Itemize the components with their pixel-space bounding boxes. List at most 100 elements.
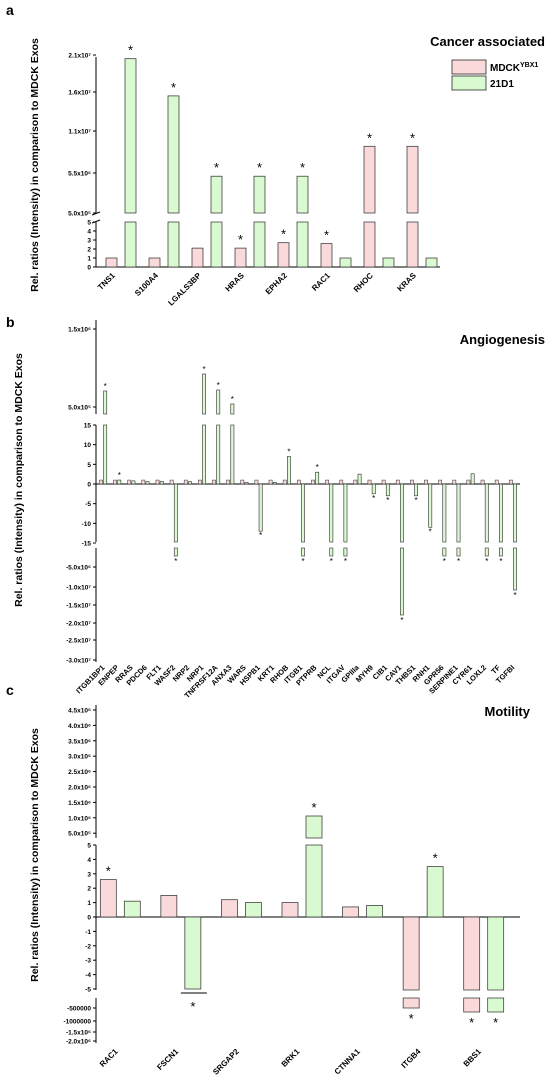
- panel-b-bar-ref: [438, 479, 443, 485]
- panel-b-bar: [258, 483, 263, 532]
- legend: MDCKYBX1 21D1: [451, 59, 538, 91]
- panel-b-bar: [173, 547, 178, 557]
- panel-a-bar: [210, 175, 223, 214]
- panel-b-bar-mid: [498, 483, 503, 543]
- panel-c-ytick-upper-label: 1.0x10⁶: [68, 815, 91, 822]
- panel-c-ytick-upper-label: 3.5x10⁶: [68, 738, 91, 745]
- panel-b-bar: [202, 373, 207, 415]
- panel-a-bar: [406, 145, 419, 214]
- panel-a-ytick-upper-label: 2.1x10⁷: [68, 53, 91, 60]
- panel-c-star: *: [409, 1011, 414, 1026]
- panel-b-bar: [272, 482, 277, 485]
- panel-b-bar-mid: [456, 483, 461, 543]
- panel-c-ytick-upper-label: 2.0x10⁶: [68, 785, 91, 792]
- panel-b-star: *: [118, 471, 121, 480]
- panel-c-ytick-upper-label: 5.0x10⁵: [68, 831, 91, 838]
- panel-b-bar-ref: [212, 479, 216, 485]
- panel-b-bar-ref: [282, 479, 287, 485]
- panel-b-bar-ref: [466, 479, 471, 485]
- panel-b-star: *: [344, 557, 347, 566]
- panel-b-bar-ref: [254, 479, 259, 485]
- panel-a-ytick-upper-label: 5.0x10⁵: [68, 211, 91, 218]
- panel-b-bar-ref: [198, 479, 202, 485]
- panel-b-title: Angiogenesis: [460, 332, 545, 347]
- panel-b-bar-ref: [494, 479, 499, 485]
- panel-c-ytick-mid-label: 2: [87, 886, 91, 893]
- panel-b-bar: [244, 482, 249, 485]
- panel-a-star: *: [257, 160, 262, 175]
- panel-a-bar: [382, 257, 395, 268]
- panel-a-ytick-lower-label: 0: [87, 265, 91, 272]
- panel-c-category: FSCN1: [155, 1047, 180, 1072]
- panel-b-star: *: [231, 395, 234, 404]
- panel-c-star: *: [493, 1015, 498, 1030]
- panel-a-bar: [339, 257, 352, 268]
- panel-c-star: *: [469, 1015, 474, 1030]
- panel-a-bar: [167, 95, 180, 214]
- panel-b-bar: [159, 480, 164, 485]
- panel-c-ytick-lower-label: -1000000: [64, 1019, 92, 1026]
- panel-b-bar-ref: [339, 479, 344, 485]
- panel-b-star: *: [400, 616, 403, 625]
- legend-swatch-mdck: [451, 59, 487, 75]
- panel-b-ytick-mid-label: -5: [85, 501, 91, 508]
- panel-b-ytick-mid-label: 5: [87, 462, 91, 469]
- panel-a-plot: 5.0x10⁵ 5.5x10⁶ 1.1x10⁷ 1.6x10⁷ 2.1x10⁷ 0 1 2 3 4…: [68, 43, 440, 308]
- panel-c-ytick-mid-label: 5: [87, 843, 91, 850]
- panel-a-star: *: [238, 232, 243, 247]
- panel-b-bar-ref: [226, 479, 231, 485]
- panel-c-bar-mid: [305, 844, 323, 918]
- panel-c-category: RAC1: [98, 1047, 120, 1069]
- panel-c-bar: [487, 997, 505, 1013]
- panel-b-bar: [428, 483, 433, 528]
- panel-b-bar-ref: [99, 479, 103, 485]
- panel-b-bar-ref: [141, 479, 146, 485]
- panel-b-bar-mid: [216, 424, 221, 485]
- panel-c-ytick-mid-label: 0: [87, 915, 91, 922]
- panel-b-bar: [513, 547, 517, 591]
- panel-c-bar-mid: [402, 916, 420, 991]
- panel-a-ytick-upper-label: 1.6x10⁷: [68, 90, 91, 97]
- panel-b-bar: [315, 471, 320, 485]
- panel-b-bar-ref: [367, 479, 372, 485]
- panel-b-bar-mid: [230, 424, 235, 485]
- panel-b-bar: [329, 547, 334, 557]
- panel-a-bar: [148, 257, 161, 268]
- panel-c-bar: [123, 900, 141, 918]
- panel-a-bar: [296, 175, 309, 214]
- panel-a-bar-lower: [406, 221, 419, 268]
- panel-c-ytick-upper-label: 4.5x10⁶: [68, 708, 91, 715]
- panel-a-ytick-lower-label: 4: [87, 229, 91, 236]
- panel-c-ytick-mid-label: -1: [85, 929, 91, 936]
- panel-c-star: *: [190, 999, 195, 1014]
- panel-b-bar-ref: [155, 479, 160, 485]
- panel-c-ytick-mid-label: -3: [85, 958, 91, 965]
- panel-c-category: BRK1: [280, 1047, 302, 1069]
- panel-b-bar-ref: [268, 479, 273, 485]
- panel-c-star: *: [311, 800, 316, 815]
- panel-a-bar-lower: [296, 221, 309, 268]
- panel-a-ylabel: Rel. ratios (Intensity) in comparison to…: [29, 38, 41, 292]
- panel-a-bar: [363, 145, 376, 214]
- panel-b-bar-ref: [381, 479, 386, 485]
- panel-c-bar: [426, 866, 444, 918]
- panel-b-bar: [470, 473, 475, 485]
- panel-b-bar: [188, 481, 192, 485]
- panel-b-bar-ref: [311, 479, 315, 485]
- panel-b-ytick-mid-label: 15: [84, 423, 92, 430]
- panel-b-star: *: [104, 382, 107, 391]
- panel-c-ytick-mid-label: -5: [85, 987, 91, 994]
- panel-b-bar-ref: [480, 479, 485, 485]
- panel-c-ytick-upper-label: 2.5x10⁶: [68, 769, 91, 776]
- panel-b-star: *: [415, 496, 418, 505]
- panel-b-star: *: [259, 531, 262, 540]
- panel-c-bar: [99, 879, 117, 918]
- panel-c-ytick-lower-label: -2.0x10⁶: [66, 1039, 91, 1046]
- panel-b-bar-ref: [452, 479, 457, 485]
- panel-b-bar: [131, 480, 136, 485]
- panel-b-bar-ref: [508, 479, 513, 485]
- panel-a-category: RAC1: [310, 271, 332, 293]
- panel-b-bar: [357, 473, 362, 485]
- panel-a-star: *: [367, 130, 372, 145]
- panel-a-bar-lower: [210, 221, 223, 268]
